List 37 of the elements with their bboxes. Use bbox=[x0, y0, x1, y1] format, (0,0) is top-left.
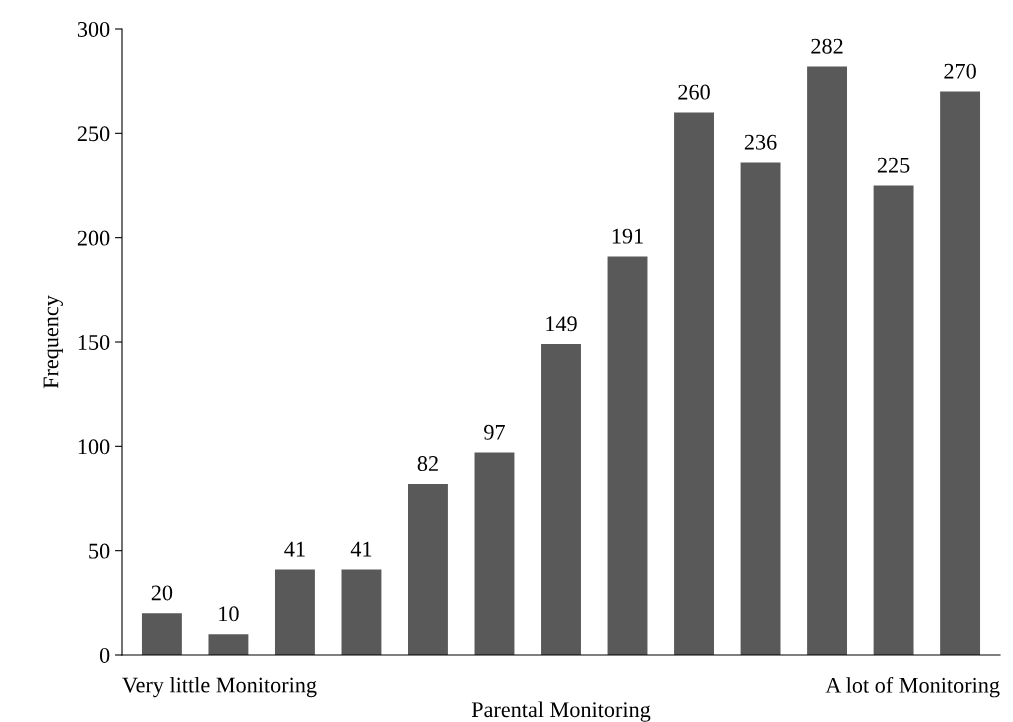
data-label: 97 bbox=[484, 424, 505, 440]
y-tick-label: 50 bbox=[89, 543, 110, 559]
bar bbox=[740, 162, 781, 655]
bar bbox=[873, 185, 914, 655]
data-label: 236 bbox=[744, 134, 777, 150]
y-tick-label: 0 bbox=[99, 647, 110, 663]
bar bbox=[807, 66, 848, 655]
data-label: 225 bbox=[877, 157, 910, 173]
text: A lot of Monitoring bbox=[825, 676, 1000, 698]
x-axis-title: Parental Monitoring bbox=[471, 701, 651, 722]
bar bbox=[607, 256, 648, 655]
data-label: 260 bbox=[678, 84, 710, 100]
data-label: 191 bbox=[612, 228, 643, 244]
data-label: 41 bbox=[284, 541, 305, 557]
bar bbox=[208, 634, 249, 655]
data-label: 82 bbox=[417, 456, 438, 472]
data-label: 282 bbox=[811, 38, 843, 54]
y-tick-label: 100 bbox=[78, 439, 110, 455]
data-label: 20 bbox=[151, 585, 173, 601]
y-tick-label: 200 bbox=[77, 230, 110, 246]
y-tick-label: 150 bbox=[78, 334, 110, 350]
bar bbox=[541, 344, 581, 655]
data-label: 41 bbox=[350, 541, 372, 557]
bar bbox=[940, 91, 981, 655]
bar bbox=[274, 569, 315, 655]
bar bbox=[408, 483, 448, 655]
y-tick-label: 300 bbox=[77, 21, 110, 37]
data-label: 270 bbox=[944, 63, 976, 79]
bar bbox=[674, 112, 714, 655]
data-label: 10 bbox=[219, 606, 239, 622]
text: Very little Monitoring bbox=[122, 676, 317, 698]
y-axis-title: Frequency bbox=[43, 295, 63, 389]
bar bbox=[141, 613, 182, 655]
bar bbox=[474, 452, 515, 655]
y-tick-label: 250 bbox=[77, 126, 110, 142]
data-label: 149 bbox=[546, 316, 577, 332]
bar bbox=[341, 569, 382, 655]
